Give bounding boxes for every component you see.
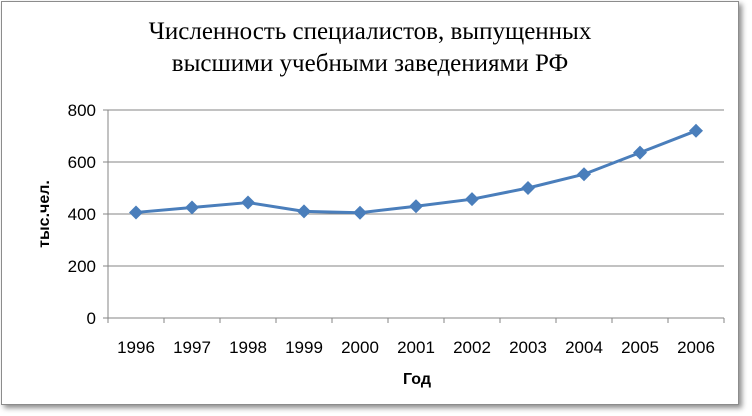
x-tick-label: 2002 — [453, 338, 491, 357]
x-tick-label: 2001 — [397, 338, 435, 357]
x-tick-label: 1996 — [117, 338, 155, 357]
y-tick-label: 800 — [68, 101, 96, 120]
x-tick-label: 1998 — [229, 338, 267, 357]
data-point-marker — [409, 199, 423, 214]
chart-title-line1: Численность специалистов, выпущенных — [148, 18, 592, 45]
data-point-marker — [353, 205, 367, 220]
x-tick-label: 1997 — [173, 338, 211, 357]
y-tick-label: 400 — [68, 205, 96, 224]
x-tick-labels: 1996 1997 1998 1999 2000 2001 2002 2003 2004 2005… — [117, 338, 715, 357]
data-point-marker — [521, 181, 535, 195]
x-tick-label: 2006 — [677, 338, 715, 357]
chart-title-line2: высшими учебными заведениями РФ — [171, 50, 569, 77]
data-point-marker — [465, 192, 479, 207]
y-tick-labels: 0 200 400 600 800 — [68, 101, 96, 328]
x-axis-title: Год — [403, 371, 431, 388]
data-point-marker — [297, 204, 311, 219]
data-point-marker — [633, 145, 647, 160]
gridlines — [103, 109, 725, 323]
data-point-marker — [241, 195, 255, 210]
chart-frame — [1, 1, 739, 405]
data-point-marker — [689, 123, 703, 138]
data-point-marker — [129, 205, 143, 220]
x-tick-label: 2003 — [509, 338, 547, 357]
x-tick-label: 1999 — [285, 338, 323, 357]
x-tick-label: 2004 — [565, 338, 603, 357]
x-tick-label: 2005 — [621, 338, 659, 357]
chart-title: Численность специалистов, выпущенных выс… — [60, 16, 680, 80]
y-tick-label: 200 — [68, 257, 96, 276]
y-tick-label: 0 — [87, 309, 96, 328]
x-tick-label: 2000 — [341, 338, 379, 357]
y-tick-label: 600 — [68, 153, 96, 172]
series-group — [129, 123, 703, 220]
y-axis-title: тыс.чел. — [36, 180, 53, 248]
data-point-marker — [577, 167, 591, 182]
data-point-marker — [185, 200, 199, 215]
